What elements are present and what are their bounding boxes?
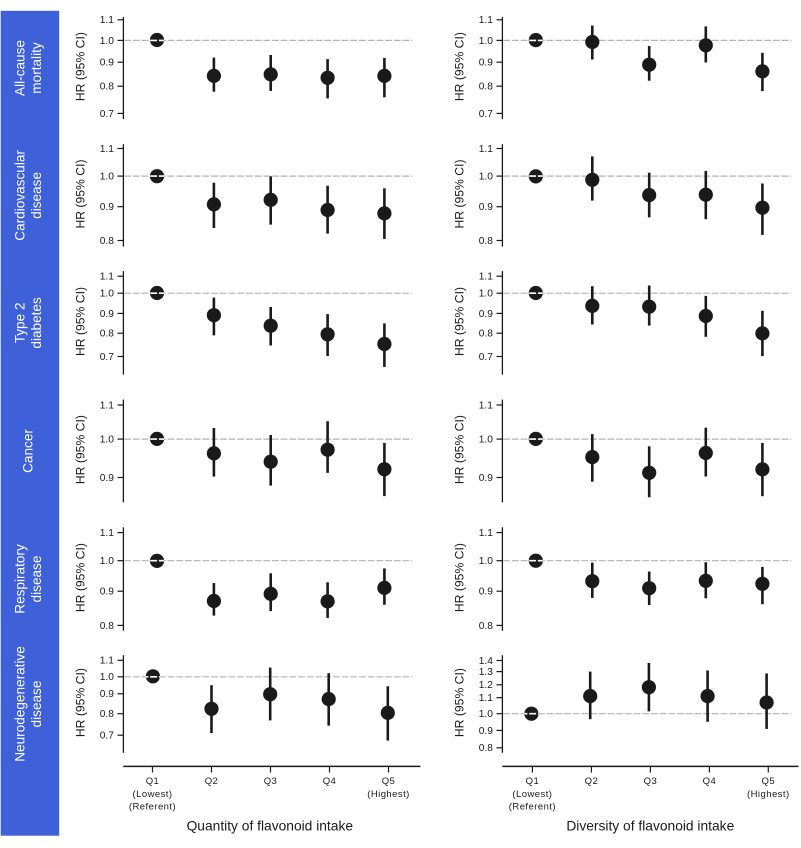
svg-text:1.2: 1.2 — [479, 680, 493, 691]
svg-text:0.9: 0.9 — [479, 202, 493, 213]
svg-text:diabetes: diabetes — [29, 297, 44, 349]
svg-text:1.1: 1.1 — [479, 400, 493, 411]
svg-text:Q2: Q2 — [585, 776, 599, 787]
svg-text:0.8: 0.8 — [100, 236, 114, 247]
svg-text:HR (95% CI): HR (95% CI) — [453, 415, 467, 484]
svg-text:0.8: 0.8 — [100, 709, 114, 720]
svg-text:0.8: 0.8 — [100, 82, 114, 93]
svg-text:1.1: 1.1 — [100, 272, 114, 283]
svg-text:0.7: 0.7 — [100, 109, 114, 120]
svg-text:1.0: 1.0 — [100, 289, 114, 300]
svg-text:0.9: 0.9 — [100, 309, 114, 320]
svg-text:HR (95% CI): HR (95% CI) — [453, 543, 467, 612]
svg-text:0.9: 0.9 — [100, 202, 114, 213]
svg-text:Q5: Q5 — [382, 776, 396, 787]
svg-text:(Referent): (Referent) — [509, 802, 556, 813]
svg-text:1.0: 1.0 — [100, 435, 114, 446]
svg-text:(Lowest): (Lowest) — [132, 789, 172, 800]
svg-text:disease: disease — [29, 172, 44, 219]
svg-text:HR (95% CI): HR (95% CI) — [453, 287, 467, 356]
svg-text:1.1: 1.1 — [479, 15, 493, 26]
svg-text:0.8: 0.8 — [100, 621, 114, 632]
svg-text:1.0: 1.0 — [479, 435, 493, 446]
svg-text:HR (95% CI): HR (95% CI) — [453, 159, 467, 228]
svg-text:0.9: 0.9 — [479, 58, 493, 69]
svg-text:1.0: 1.0 — [100, 672, 114, 683]
svg-text:0.9: 0.9 — [479, 726, 493, 737]
svg-text:HR (95% CI): HR (95% CI) — [74, 287, 88, 356]
svg-text:1.0: 1.0 — [479, 289, 493, 300]
svg-text:(Referent): (Referent) — [129, 802, 176, 813]
svg-text:HR (95% CI): HR (95% CI) — [453, 668, 467, 737]
svg-text:Q2: Q2 — [205, 776, 219, 787]
svg-text:mortality: mortality — [29, 42, 44, 94]
svg-text:1.1: 1.1 — [100, 144, 114, 155]
svg-text:(Lowest): (Lowest) — [512, 789, 552, 800]
svg-text:1.1: 1.1 — [479, 528, 493, 539]
svg-text:Respiratory: Respiratory — [12, 544, 27, 614]
svg-text:All-cause: All-cause — [12, 40, 27, 96]
svg-text:Diversity of flavonoid intake: Diversity of flavonoid intake — [566, 818, 734, 833]
svg-text:1.0: 1.0 — [479, 172, 493, 183]
svg-text:1.0: 1.0 — [100, 172, 114, 183]
svg-text:1.0: 1.0 — [479, 36, 493, 47]
svg-text:1.4: 1.4 — [479, 656, 493, 667]
svg-text:Q3: Q3 — [264, 776, 278, 787]
svg-text:Type 2: Type 2 — [12, 302, 27, 343]
svg-text:0.8: 0.8 — [479, 743, 493, 754]
svg-text:0.9: 0.9 — [100, 58, 114, 69]
svg-text:1.1: 1.1 — [100, 656, 114, 667]
svg-text:0.9: 0.9 — [479, 309, 493, 320]
svg-text:Q1: Q1 — [526, 776, 540, 787]
svg-text:1.0: 1.0 — [100, 36, 114, 47]
svg-text:0.8: 0.8 — [479, 236, 493, 247]
svg-text:1.1: 1.1 — [100, 400, 114, 411]
svg-text:0.9: 0.9 — [100, 587, 114, 598]
svg-text:1.0: 1.0 — [479, 556, 493, 567]
svg-text:0.8: 0.8 — [100, 329, 114, 340]
svg-text:1.0: 1.0 — [479, 709, 493, 720]
svg-text:Q3: Q3 — [644, 776, 658, 787]
svg-text:Quantity of flavonoid intake: Quantity of flavonoid intake — [187, 818, 354, 833]
svg-text:HR (95% CI): HR (95% CI) — [74, 668, 88, 737]
svg-text:1.1: 1.1 — [479, 144, 493, 155]
svg-text:HR (95% CI): HR (95% CI) — [453, 32, 467, 101]
svg-text:0.9: 0.9 — [479, 587, 493, 598]
svg-text:HR (95% CI): HR (95% CI) — [74, 159, 88, 228]
svg-text:1.1: 1.1 — [100, 15, 114, 26]
svg-text:Cancer: Cancer — [21, 429, 36, 473]
svg-text:0.7: 0.7 — [100, 352, 114, 363]
svg-text:0.9: 0.9 — [479, 473, 493, 484]
svg-text:Q4: Q4 — [703, 776, 717, 787]
svg-text:1.1: 1.1 — [100, 528, 114, 539]
svg-text:0.8: 0.8 — [479, 329, 493, 340]
svg-text:1.1: 1.1 — [479, 693, 493, 704]
svg-text:disease: disease — [29, 681, 44, 728]
svg-text:Q1: Q1 — [146, 776, 160, 787]
svg-text:0.7: 0.7 — [479, 109, 493, 120]
svg-text:HR (95% CI): HR (95% CI) — [74, 543, 88, 612]
svg-text:0.7: 0.7 — [479, 352, 493, 363]
svg-text:1.0: 1.0 — [100, 556, 114, 567]
svg-text:Neurodegenerative: Neurodegenerative — [12, 646, 27, 762]
svg-text:1.3: 1.3 — [479, 667, 493, 678]
svg-text:HR (95% CI): HR (95% CI) — [74, 415, 88, 484]
svg-text:(Highest): (Highest) — [367, 789, 410, 800]
svg-text:Q4: Q4 — [323, 776, 337, 787]
svg-text:disease: disease — [29, 556, 44, 603]
svg-text:0.7: 0.7 — [100, 731, 114, 742]
svg-text:Q5: Q5 — [762, 776, 776, 787]
svg-text:0.9: 0.9 — [100, 473, 114, 484]
svg-text:1.1: 1.1 — [479, 272, 493, 283]
svg-text:0.9: 0.9 — [100, 689, 114, 700]
svg-text:0.8: 0.8 — [479, 82, 493, 93]
svg-text:(Highest): (Highest) — [747, 789, 790, 800]
svg-text:0.8: 0.8 — [479, 621, 493, 632]
svg-text:Cardiovascular: Cardiovascular — [12, 150, 27, 241]
svg-text:HR (95% CI): HR (95% CI) — [74, 32, 88, 101]
